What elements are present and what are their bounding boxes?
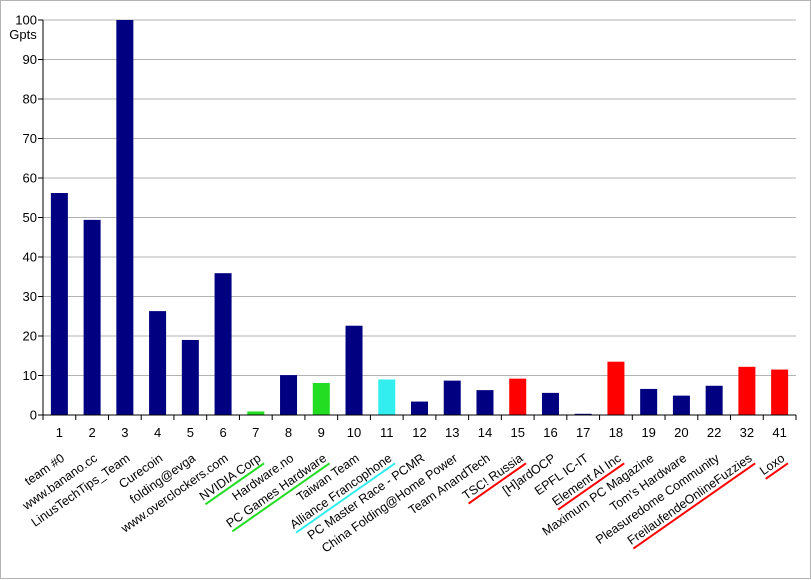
y-axis-ticks: 0 10 20 30 40 50 60 70 80 90 100 [15, 13, 43, 423]
x-tick-label: 10 [347, 425, 361, 440]
x-tick-label: 41 [772, 425, 786, 440]
x-tick-label: 12 [412, 425, 426, 440]
x-axis-ticks: 1 2 3 4 5 6 7 8 9 10 11 12 13 14 15 16 17 18 19 20 22 32 41 [42, 415, 797, 440]
x-axis-team-labels: team #0www.banano.ccLinusTechTips_TeamCu… [19, 451, 789, 555]
y-tick-label: 90 [23, 52, 37, 67]
x-tick-label: 6 [219, 425, 226, 440]
x-tick-label: 11 [380, 425, 394, 440]
bar [476, 390, 494, 415]
y-tick-label: 100 [15, 13, 37, 28]
bar [672, 395, 690, 415]
bar [181, 339, 199, 415]
team-underline [632, 462, 756, 550]
y-tick-label: 60 [23, 171, 37, 186]
x-tick-label: 4 [154, 425, 161, 440]
y-tick-label: 40 [23, 250, 37, 265]
x-tick-label: 20 [674, 425, 688, 440]
x-tick-label: 14 [478, 425, 492, 440]
team-underline [204, 462, 265, 506]
bar [214, 273, 232, 415]
x-tick-label: 18 [609, 425, 623, 440]
y-tick-label: 70 [23, 131, 37, 146]
team-underline [557, 462, 625, 511]
bar [574, 413, 592, 415]
x-tick-label: 19 [641, 425, 655, 440]
x-tick-label: 9 [318, 425, 325, 440]
grid-lines [43, 19, 796, 376]
y-tick-label: 20 [23, 329, 37, 344]
bars [50, 20, 789, 415]
bar [771, 369, 789, 415]
x-tick-label: 8 [285, 425, 292, 440]
bar [345, 325, 363, 415]
axes [42, 20, 796, 416]
bar [443, 380, 461, 415]
bar [640, 388, 658, 415]
x-tick-label: 16 [543, 425, 557, 440]
x-tick-label: 15 [510, 425, 524, 440]
x-tick-label: 7 [252, 425, 259, 440]
bar [149, 311, 167, 415]
bar [116, 20, 134, 415]
bar [50, 193, 68, 415]
y-tick-label: 50 [23, 210, 37, 225]
y-tick-label: 0 [30, 408, 37, 423]
team-underline [295, 462, 396, 534]
y-axis-label: Gpts [9, 27, 37, 42]
bar [509, 378, 527, 415]
bar [607, 361, 625, 415]
y-tick-label: 10 [23, 368, 37, 383]
y-tick-label: 80 [23, 92, 37, 107]
team-label: Loxo [757, 451, 789, 480]
x-tick-label: 5 [187, 425, 194, 440]
x-tick-label: 2 [88, 425, 95, 440]
x-tick-label: 17 [576, 425, 590, 440]
team-underline [467, 462, 527, 505]
team-underline [765, 462, 789, 480]
bar [312, 383, 330, 415]
x-tick-label: 22 [707, 425, 721, 440]
team-underline [231, 462, 331, 533]
bar [378, 379, 396, 415]
bar [541, 392, 559, 415]
y-tick-label: 30 [23, 289, 37, 304]
bar [705, 385, 723, 415]
x-tick-label: 13 [445, 425, 459, 440]
bar [738, 366, 756, 415]
bar [247, 411, 265, 415]
x-tick-label: 1 [56, 425, 63, 440]
bar [280, 375, 298, 415]
bar [411, 401, 428, 415]
x-tick-label: 3 [121, 425, 128, 440]
x-tick-label: 32 [740, 425, 754, 440]
bar [83, 219, 101, 415]
